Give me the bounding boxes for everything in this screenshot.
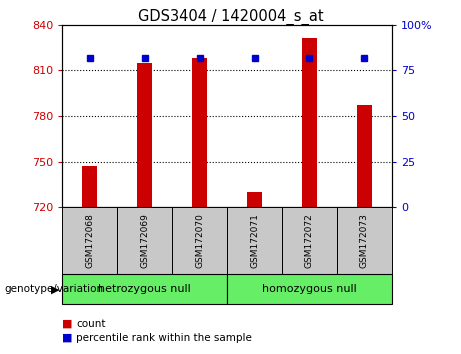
Text: GDS3404 / 1420004_s_at: GDS3404 / 1420004_s_at [138, 9, 323, 25]
Text: percentile rank within the sample: percentile rank within the sample [76, 333, 252, 343]
Text: ■: ■ [62, 319, 73, 329]
Text: hetrozygous null: hetrozygous null [98, 284, 191, 295]
Bar [192, 58, 207, 207]
Text: GSM172069: GSM172069 [140, 213, 149, 268]
Bar [302, 39, 317, 207]
Text: homozygous null: homozygous null [262, 284, 357, 295]
Text: GSM172068: GSM172068 [85, 213, 94, 268]
Bar [357, 105, 372, 207]
Bar [247, 192, 262, 207]
Text: GSM172072: GSM172072 [305, 213, 314, 268]
Bar [137, 63, 152, 207]
Bar [82, 166, 97, 207]
Text: GSM172071: GSM172071 [250, 213, 259, 268]
Text: ■: ■ [62, 333, 73, 343]
Text: count: count [76, 319, 106, 329]
Text: genotype/variation: genotype/variation [5, 284, 104, 295]
Text: GSM172070: GSM172070 [195, 213, 204, 268]
Text: GSM172073: GSM172073 [360, 213, 369, 268]
Text: ▶: ▶ [52, 284, 60, 295]
